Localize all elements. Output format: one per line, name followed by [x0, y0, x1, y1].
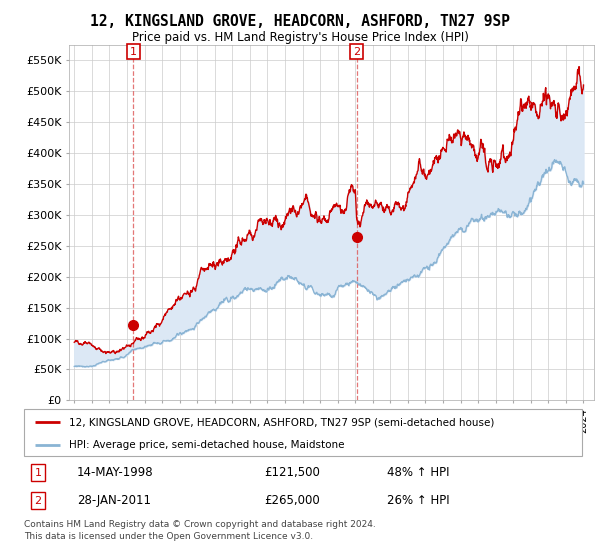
Text: HPI: Average price, semi-detached house, Maidstone: HPI: Average price, semi-detached house,… — [68, 440, 344, 450]
Text: £265,000: £265,000 — [264, 494, 320, 507]
Text: £121,500: £121,500 — [264, 466, 320, 479]
Text: This data is licensed under the Open Government Licence v3.0.: This data is licensed under the Open Gov… — [24, 532, 313, 541]
Text: 12, KINGSLAND GROVE, HEADCORN, ASHFORD, TN27 9SP: 12, KINGSLAND GROVE, HEADCORN, ASHFORD, … — [90, 14, 510, 29]
Text: 2: 2 — [353, 46, 360, 57]
Text: 2: 2 — [34, 496, 41, 506]
Text: 26% ↑ HPI: 26% ↑ HPI — [387, 494, 449, 507]
Text: Contains HM Land Registry data © Crown copyright and database right 2024.: Contains HM Land Registry data © Crown c… — [24, 520, 376, 529]
Text: 48% ↑ HPI: 48% ↑ HPI — [387, 466, 449, 479]
Text: 14-MAY-1998: 14-MAY-1998 — [77, 466, 154, 479]
Text: 1: 1 — [34, 468, 41, 478]
Text: 28-JAN-2011: 28-JAN-2011 — [77, 494, 151, 507]
Text: 12, KINGSLAND GROVE, HEADCORN, ASHFORD, TN27 9SP (semi-detached house): 12, KINGSLAND GROVE, HEADCORN, ASHFORD, … — [68, 417, 494, 427]
Text: Price paid vs. HM Land Registry's House Price Index (HPI): Price paid vs. HM Land Registry's House … — [131, 31, 469, 44]
Text: 1: 1 — [130, 46, 137, 57]
